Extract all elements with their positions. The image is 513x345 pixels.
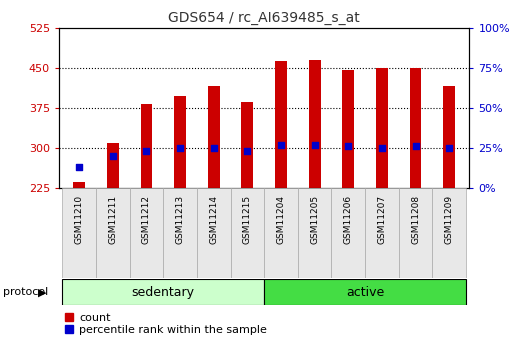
Text: GSM11208: GSM11208 <box>411 195 420 244</box>
FancyBboxPatch shape <box>63 279 264 305</box>
Point <box>210 145 218 151</box>
Text: GSM11215: GSM11215 <box>243 195 252 244</box>
Point <box>277 142 285 147</box>
Text: GSM11210: GSM11210 <box>75 195 84 244</box>
Text: GSM11213: GSM11213 <box>175 195 185 244</box>
FancyBboxPatch shape <box>432 188 466 278</box>
Text: GSM11204: GSM11204 <box>277 195 286 244</box>
FancyBboxPatch shape <box>163 188 197 278</box>
Point <box>109 153 117 159</box>
Text: GSM11209: GSM11209 <box>445 195 453 244</box>
Point <box>310 142 319 147</box>
Title: GDS654 / rc_AI639485_s_at: GDS654 / rc_AI639485_s_at <box>168 11 360 25</box>
Bar <box>275 61 287 188</box>
Bar <box>73 181 85 188</box>
Bar <box>309 60 321 188</box>
Point <box>75 165 83 170</box>
Legend: count, percentile rank within the sample: count, percentile rank within the sample <box>65 313 267 335</box>
Bar <box>208 86 220 188</box>
Text: GSM11207: GSM11207 <box>378 195 386 244</box>
FancyBboxPatch shape <box>365 188 399 278</box>
Bar <box>443 86 455 188</box>
Text: GSM11214: GSM11214 <box>209 195 218 244</box>
Point <box>142 148 150 154</box>
FancyBboxPatch shape <box>298 188 331 278</box>
Bar <box>342 70 354 188</box>
Point <box>243 148 251 154</box>
FancyBboxPatch shape <box>130 188 163 278</box>
Point <box>344 144 352 149</box>
FancyBboxPatch shape <box>63 188 96 278</box>
FancyBboxPatch shape <box>399 188 432 278</box>
FancyBboxPatch shape <box>230 188 264 278</box>
Text: sedentary: sedentary <box>132 286 195 299</box>
Text: GSM11205: GSM11205 <box>310 195 319 244</box>
Point <box>445 145 453 151</box>
Point <box>378 145 386 151</box>
Point <box>411 144 420 149</box>
Bar <box>376 68 388 188</box>
Text: GSM11212: GSM11212 <box>142 195 151 244</box>
Bar <box>174 96 186 188</box>
Bar <box>107 142 119 188</box>
Point <box>176 145 184 151</box>
Text: GSM11211: GSM11211 <box>108 195 117 244</box>
Text: ▶: ▶ <box>38 287 46 297</box>
FancyBboxPatch shape <box>331 188 365 278</box>
Bar <box>410 68 422 188</box>
FancyBboxPatch shape <box>197 188 230 278</box>
FancyBboxPatch shape <box>264 188 298 278</box>
Text: protocol: protocol <box>3 287 48 297</box>
Text: active: active <box>346 286 384 299</box>
FancyBboxPatch shape <box>264 279 466 305</box>
Bar <box>141 104 152 188</box>
FancyBboxPatch shape <box>96 188 130 278</box>
Text: GSM11206: GSM11206 <box>344 195 353 244</box>
Bar <box>242 102 253 188</box>
